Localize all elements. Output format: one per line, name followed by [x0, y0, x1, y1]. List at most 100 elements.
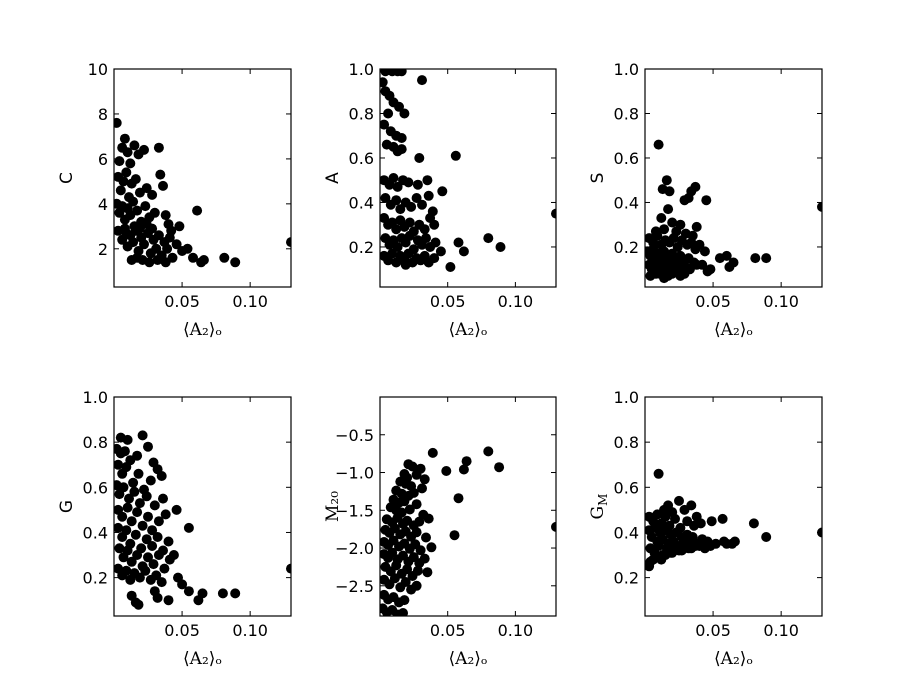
data-point: [659, 224, 670, 235]
y-tick-label: 0.2: [614, 569, 639, 588]
data-point: [652, 230, 663, 241]
data-point: [149, 207, 160, 218]
axes-frame: [644, 396, 823, 617]
data-point: [198, 255, 209, 265]
y-tick-label: 1.0: [614, 60, 639, 79]
axes-frame: [379, 68, 557, 288]
y-tick-label: 0.6: [614, 478, 639, 497]
data-point: [706, 516, 717, 527]
data-point: [383, 108, 394, 119]
data-point: [171, 239, 182, 250]
data-point: [411, 193, 422, 203]
scatter-panel-6: 0.05 0.10 0.2 0.4 0.6 0.8 1.0 GM ⟨A₂⟩ₒ: [588, 388, 823, 669]
data-point: [458, 246, 469, 257]
data-point: [414, 516, 425, 527]
data-point: [153, 516, 164, 527]
data-point: [177, 579, 188, 590]
data-point: [387, 547, 398, 558]
data-point: [130, 174, 141, 185]
data-point: [670, 513, 680, 524]
data-point: [453, 493, 464, 504]
data-point: [701, 195, 712, 206]
data-point: [121, 228, 132, 239]
x-tick-label: 0.10: [498, 621, 534, 640]
y-tick-label: 0.8: [349, 104, 374, 123]
data-point: [392, 181, 403, 192]
data-point: [668, 233, 679, 244]
data-point: [400, 259, 411, 270]
data-point: [399, 108, 410, 119]
data-point: [705, 541, 716, 551]
data-point: [133, 599, 144, 610]
data-point: [699, 246, 710, 257]
axes-frame: [644, 68, 823, 288]
data-point: [750, 253, 761, 264]
data-point: [721, 250, 732, 261]
data-point: [153, 550, 164, 560]
data-point: [403, 248, 414, 259]
data-point: [414, 153, 425, 163]
data-point: [388, 173, 399, 183]
data-points: [114, 430, 291, 610]
data-point: [118, 176, 129, 187]
data-point: [402, 564, 413, 575]
x-axis-label: ⟨A₂⟩ₒ: [183, 649, 222, 669]
data-point: [412, 179, 423, 190]
axes-frame: [113, 68, 292, 288]
data-point: [286, 563, 291, 574]
y-axis-label-sub: M: [596, 494, 610, 506]
data-point: [679, 504, 690, 515]
data-point: [761, 532, 772, 542]
data-point: [192, 205, 203, 216]
data-point: [183, 522, 194, 533]
data-point: [174, 221, 185, 232]
data-point: [403, 177, 414, 188]
data-point: [139, 144, 149, 155]
data-point: [694, 239, 705, 250]
data-point: [430, 237, 441, 248]
scatter-panel-2: 0.05 0.10 0.2 0.4 0.6 0.8 1.0 A ⟨A₂⟩ₒ: [323, 60, 557, 340]
data-point: [650, 268, 661, 279]
data-point: [721, 538, 732, 549]
y-tick-label: −1.5: [335, 501, 374, 520]
data-point: [429, 219, 440, 230]
data-point: [188, 252, 198, 263]
x-axis-label: ⟨A₂⟩ₒ: [183, 320, 222, 340]
data-point: [419, 474, 430, 485]
data-point: [392, 242, 403, 252]
data-point: [389, 573, 400, 584]
x-axis-label: ⟨A₂⟩ₒ: [449, 320, 488, 340]
data-point: [396, 69, 407, 77]
data-point: [445, 262, 456, 272]
y-tick-label: 0.4: [614, 523, 639, 542]
x-axis-label: ⟨A₂⟩ₒ: [449, 649, 488, 669]
data-point: [219, 252, 230, 263]
data-point: [152, 592, 163, 603]
data-point: [217, 588, 228, 599]
scatter-panel-1: 0.05 0.10 2 4 6 8 10 C ⟨A₂⟩ₒ: [57, 60, 292, 340]
data-point: [663, 204, 674, 215]
data-point: [122, 434, 133, 445]
data-point: [422, 567, 433, 578]
data-point: [143, 511, 153, 522]
data-point: [667, 547, 678, 558]
y-tick-label: 1.0: [349, 60, 374, 79]
y-tick-label: 8: [98, 105, 108, 124]
data-point: [656, 213, 667, 223]
data-point: [461, 456, 472, 467]
y-axis-label: GM: [588, 494, 610, 520]
data-point: [449, 530, 460, 541]
data-point: [419, 553, 430, 564]
data-point: [421, 233, 431, 244]
data-point: [286, 237, 291, 248]
data-point: [114, 117, 122, 128]
data-point: [129, 486, 140, 497]
data-point: [141, 491, 152, 502]
data-point: [380, 193, 391, 203]
data-point: [132, 550, 143, 560]
y-tick-label: 2: [98, 240, 108, 259]
data-point: [119, 133, 130, 144]
data-point: [396, 133, 407, 143]
data-point: [411, 580, 422, 591]
